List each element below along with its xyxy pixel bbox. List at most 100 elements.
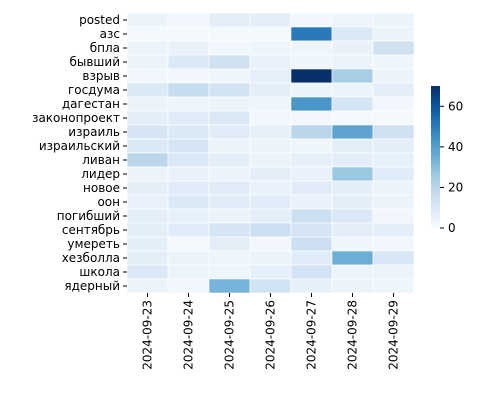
y-tick-label: бпла [90,41,120,55]
heatmap-cell [372,12,415,28]
heatmap-cell [126,208,169,224]
heatmap-cell [126,124,169,140]
heatmap-cell [372,68,415,84]
heatmap-cell [372,194,415,210]
heatmap-cell [290,26,333,42]
heatmap-cell [208,208,251,224]
heatmap-cell [126,278,169,294]
heatmap-cell [208,236,251,252]
heatmap-cell [126,250,169,266]
heatmap-cell [167,110,210,126]
heatmap-cell [208,110,251,126]
heatmap-cell [167,152,210,168]
y-tick-label: новое [83,181,120,195]
heatmap-cell [372,54,415,70]
y-tick-label: законопроект [32,111,120,125]
y-tick-label: бывший [69,55,120,69]
heatmap-cell [208,222,251,238]
heatmap-cell [331,236,374,252]
heatmap-cell [249,82,292,98]
heatmap-cell [331,264,374,280]
heatmap-cell [126,96,169,112]
heatmap-cell [126,12,169,28]
heatmap-cell [372,250,415,266]
heatmap-cell [331,68,374,84]
y-tick-label: умереть [67,237,120,251]
y-tick-label: оон [97,195,120,209]
heatmap-cell [208,152,251,168]
heatmap-cell [167,82,210,98]
heatmap-cell [331,152,374,168]
heatmap-cell [290,278,333,294]
y-tick-label: госдума [68,83,120,97]
heatmap-cell [249,222,292,238]
heatmap-cell [208,194,251,210]
heatmap-cell [331,110,374,126]
heatmap-cell [290,250,333,266]
heatmap-cell [290,96,333,112]
heatmap-cell [331,278,374,294]
heatmap-cell [208,12,251,28]
heatmap-cell [208,264,251,280]
heatmap-cell [249,264,292,280]
heatmap-cell [290,236,333,252]
heatmap-cell [208,68,251,84]
colorbar-tick-label: 60 [448,99,463,113]
colorbar-tick-label: 40 [448,140,463,154]
heatmap-cell [167,54,210,70]
x-tick-label: 2024-09-29 [387,300,401,370]
y-tick-label: ядерный [64,279,120,293]
heatmap-cell [290,222,333,238]
y-tick-label: азс [100,27,120,41]
colorbar-gradient [431,86,440,228]
heatmap-cell [290,12,333,28]
heatmap-cell [126,194,169,210]
heatmap-cell [249,250,292,266]
heatmap-cell [126,138,169,154]
heatmap-cell [167,68,210,84]
heatmap-cell [290,68,333,84]
heatmap-cell [249,152,292,168]
heatmap-cell [372,166,415,182]
y-tick-label: дагестан [62,97,120,111]
x-tick-label: 2024-09-27 [305,300,319,370]
heatmap-cell [331,124,374,140]
heatmap-cell [331,12,374,28]
heatmap-cell [372,152,415,168]
heatmap-cell [208,138,251,154]
heatmap-cell [290,82,333,98]
heatmap-cell [372,180,415,196]
heatmap-cell [249,26,292,42]
heatmap-cell [290,152,333,168]
x-axis: 2024-09-23 2024-09-24 2024-09-25 2024-09-26… [141,293,401,370]
x-tick-label: 2024-09-28 [346,300,360,370]
heatmap-cell [249,236,292,252]
heatmap-cell [249,180,292,196]
y-tick-label: posted [79,13,120,27]
heatmap-cell [372,124,415,140]
heatmap-cell [372,110,415,126]
heatmap-cell [126,152,169,168]
heatmap-cell [249,278,292,294]
heatmap-cell [126,26,169,42]
heatmap-cell [372,138,415,154]
y-axis: postedазсбплабывшийвзрывгосдумадагестанз… [32,13,127,293]
heatmap-cell [331,194,374,210]
heatmap-cell [290,264,333,280]
heatmap-cell [208,96,251,112]
heatmap-cell [290,110,333,126]
heatmap-cell [126,166,169,182]
heatmap-cell [249,96,292,112]
heatmap-cell [290,194,333,210]
heatmap-cell [331,166,374,182]
heatmap-cell [372,236,415,252]
x-tick-label: 2024-09-25 [223,300,237,370]
heatmap-cell [249,138,292,154]
heatmap-cell [331,96,374,112]
heatmap-cell [331,208,374,224]
heatmap-cell [372,26,415,42]
heatmap-cell [167,96,210,112]
colorbar-tick-label: 0 [448,221,456,235]
heatmap-cell [167,222,210,238]
colorbar-tick-label: 20 [448,180,463,194]
